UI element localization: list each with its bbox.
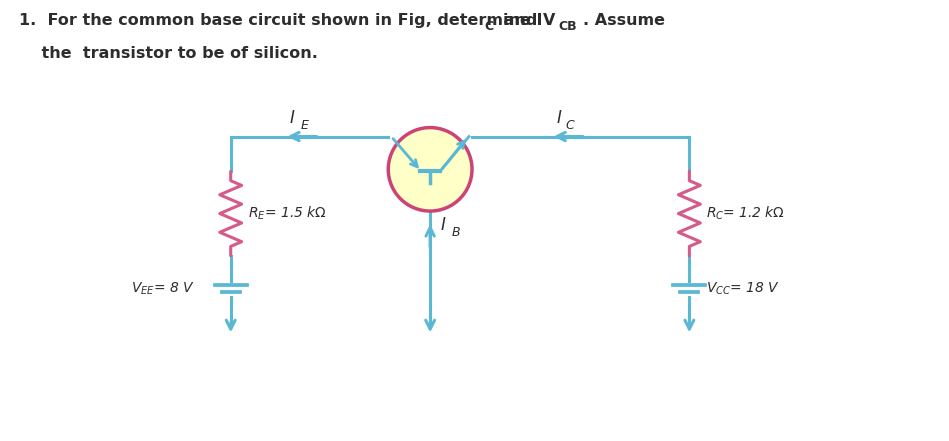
- Text: the  transistor to be of silicon.: the transistor to be of silicon.: [19, 46, 318, 61]
- Text: $R_C$= 1.2 k$\Omega$: $R_C$= 1.2 k$\Omega$: [706, 205, 786, 222]
- Text: $I$: $I$: [555, 108, 562, 127]
- Text: $V_{CC}$= 18 V: $V_{CC}$= 18 V: [706, 280, 780, 297]
- Text: and V: and V: [498, 13, 555, 28]
- Text: $E$: $E$: [300, 119, 309, 131]
- Text: 1.  For the common base circuit shown in Fig, determine I: 1. For the common base circuit shown in …: [19, 13, 543, 28]
- Text: $C$: $C$: [566, 119, 576, 131]
- Text: . Assume: . Assume: [583, 13, 664, 28]
- Text: $R_E$= 1.5 k$\Omega$: $R_E$= 1.5 k$\Omega$: [248, 205, 326, 222]
- Text: CB: CB: [558, 20, 577, 33]
- Text: $I$: $I$: [289, 108, 296, 127]
- Ellipse shape: [388, 127, 472, 211]
- Text: $B$: $B$: [451, 226, 461, 239]
- Text: C: C: [484, 20, 493, 33]
- Text: $I$: $I$: [440, 217, 447, 235]
- Text: $V_{EE}$= 8 V: $V_{EE}$= 8 V: [131, 280, 195, 297]
